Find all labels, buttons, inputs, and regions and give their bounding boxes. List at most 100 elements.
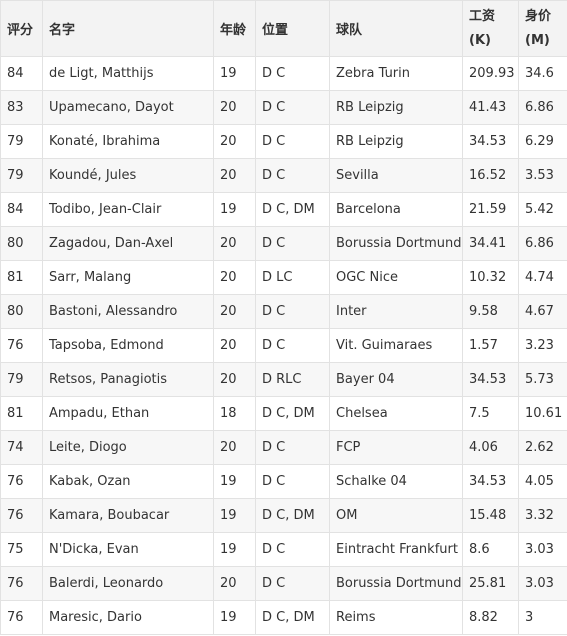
cell-wage: 209.93	[462, 56, 519, 91]
cell-value: 34.6	[518, 56, 567, 91]
header-name[interactable]: 名字	[42, 0, 214, 57]
header-rating[interactable]: 评分	[0, 0, 43, 57]
table-row: 75 N'Dicka, Evan 19 D C Eintracht Frankfurt 8…	[0, 532, 567, 567]
cell-team: Sevilla	[329, 158, 463, 193]
cell-rating: 80	[0, 294, 43, 329]
cell-rating: 84	[0, 192, 43, 227]
cell-team: Vit. Guimaraes	[329, 328, 463, 363]
cell-team: Zebra Turin	[329, 56, 463, 91]
cell-position: D C, DM	[255, 192, 330, 227]
cell-name: N'Dicka, Evan	[42, 532, 214, 567]
table-row: 79 Koundé, Jules 20 D C Sevilla 16.52 3.53	[0, 158, 567, 193]
cell-age: 20	[213, 90, 256, 125]
cell-value: 3.53	[518, 158, 567, 193]
table-row: 79 Retsos, Panagiotis 20 D RLC Bayer 04 34.53…	[0, 362, 567, 397]
cell-position: D C	[255, 226, 330, 261]
cell-age: 20	[213, 226, 256, 261]
header-value[interactable]: 身价 (M)	[518, 0, 567, 57]
cell-rating: 83	[0, 90, 43, 125]
cell-team: Borussia Dortmund	[329, 226, 463, 261]
cell-name: Maresic, Dario	[42, 600, 214, 635]
cell-name: Tapsoba, Edmond	[42, 328, 214, 363]
cell-team: Bayer 04	[329, 362, 463, 397]
cell-value: 6.86	[518, 90, 567, 125]
cell-position: D C	[255, 464, 330, 499]
cell-value: 4.74	[518, 260, 567, 295]
cell-rating: 79	[0, 362, 43, 397]
cell-wage: 34.53	[462, 124, 519, 159]
table-row: 76 Kabak, Ozan 19 D C Schalke 04 34.53 4.05	[0, 464, 567, 499]
cell-team: Borussia Dortmund	[329, 566, 463, 601]
table-row: 83 Upamecano, Dayot 20 D C RB Leipzig 41.43 6.…	[0, 90, 567, 125]
cell-value: 3.23	[518, 328, 567, 363]
cell-wage: 10.32	[462, 260, 519, 295]
table-row: 84 de Ligt, Matthijs 19 D C Zebra Turin 209.9…	[0, 56, 567, 91]
cell-team: FCP	[329, 430, 463, 465]
header-position[interactable]: 位置	[255, 0, 330, 57]
cell-position: D C	[255, 294, 330, 329]
cell-age: 19	[213, 600, 256, 635]
cell-value: 10.61	[518, 396, 567, 431]
cell-age: 20	[213, 328, 256, 363]
cell-position: D RLC	[255, 362, 330, 397]
cell-wage: 8.82	[462, 600, 519, 635]
cell-wage: 15.48	[462, 498, 519, 533]
table-row: 79 Konaté, Ibrahima 20 D C RB Leipzig 34.53 6.…	[0, 124, 567, 159]
cell-wage: 7.5	[462, 396, 519, 431]
cell-name: de Ligt, Matthijs	[42, 56, 214, 91]
cell-position: D C, DM	[255, 498, 330, 533]
table-row: 80 Zagadou, Dan-Axel 20 D C Borussia Dortmun…	[0, 226, 567, 261]
cell-rating: 76	[0, 328, 43, 363]
cell-position: D C	[255, 90, 330, 125]
cell-name: Konaté, Ibrahima	[42, 124, 214, 159]
cell-rating: 80	[0, 226, 43, 261]
cell-position: D C	[255, 566, 330, 601]
cell-rating: 81	[0, 260, 43, 295]
cell-position: D C	[255, 124, 330, 159]
cell-age: 20	[213, 158, 256, 193]
header-wage[interactable]: 工资 (K)	[462, 0, 519, 57]
cell-value: 6.29	[518, 124, 567, 159]
cell-wage: 1.57	[462, 328, 519, 363]
cell-value: 2.62	[518, 430, 567, 465]
cell-age: 20	[213, 430, 256, 465]
cell-rating: 81	[0, 396, 43, 431]
cell-name: Kamara, Boubacar	[42, 498, 214, 533]
cell-name: Zagadou, Dan-Axel	[42, 226, 214, 261]
cell-age: 20	[213, 260, 256, 295]
cell-name: Koundé, Jules	[42, 158, 214, 193]
cell-position: D C, DM	[255, 600, 330, 635]
cell-wage: 34.53	[462, 464, 519, 499]
table-row: 80 Bastoni, Alessandro 20 D C Inter 9.58 4.67	[0, 294, 567, 329]
cell-value: 4.67	[518, 294, 567, 329]
cell-name: Kabak, Ozan	[42, 464, 214, 499]
cell-wage: 8.6	[462, 532, 519, 567]
table-row: 76 Kamara, Boubacar 19 D C, DM OM 15.48 3.32	[0, 498, 567, 533]
cell-value: 4.05	[518, 464, 567, 499]
header-value-label: 身价	[525, 8, 552, 24]
cell-team: Inter	[329, 294, 463, 329]
cell-value: 3.03	[518, 566, 567, 601]
cell-wage: 41.43	[462, 90, 519, 125]
cell-age: 20	[213, 124, 256, 159]
header-team[interactable]: 球队	[329, 0, 463, 57]
cell-wage: 9.58	[462, 294, 519, 329]
cell-value: 3	[518, 600, 567, 635]
cell-age: 19	[213, 498, 256, 533]
cell-team: Schalke 04	[329, 464, 463, 499]
cell-value: 6.86	[518, 226, 567, 261]
table-row: 84 Todibo, Jean-Clair 19 D C, DM Barcelona 21…	[0, 192, 567, 227]
cell-age: 19	[213, 56, 256, 91]
table-header: 评分 名字 年龄 位置 球队 工资 (K) 身价 (M)	[0, 0, 567, 57]
cell-wage: 34.53	[462, 362, 519, 397]
cell-rating: 76	[0, 498, 43, 533]
header-age[interactable]: 年龄	[213, 0, 256, 57]
cell-wage: 25.81	[462, 566, 519, 601]
cell-rating: 75	[0, 532, 43, 567]
cell-position: D C	[255, 532, 330, 567]
cell-team: Reims	[329, 600, 463, 635]
table-body: 84 de Ligt, Matthijs 19 D C Zebra Turin 209.9…	[0, 56, 567, 635]
cell-team: Eintracht Frankfurt	[329, 532, 463, 567]
cell-rating: 79	[0, 158, 43, 193]
cell-age: 20	[213, 362, 256, 397]
